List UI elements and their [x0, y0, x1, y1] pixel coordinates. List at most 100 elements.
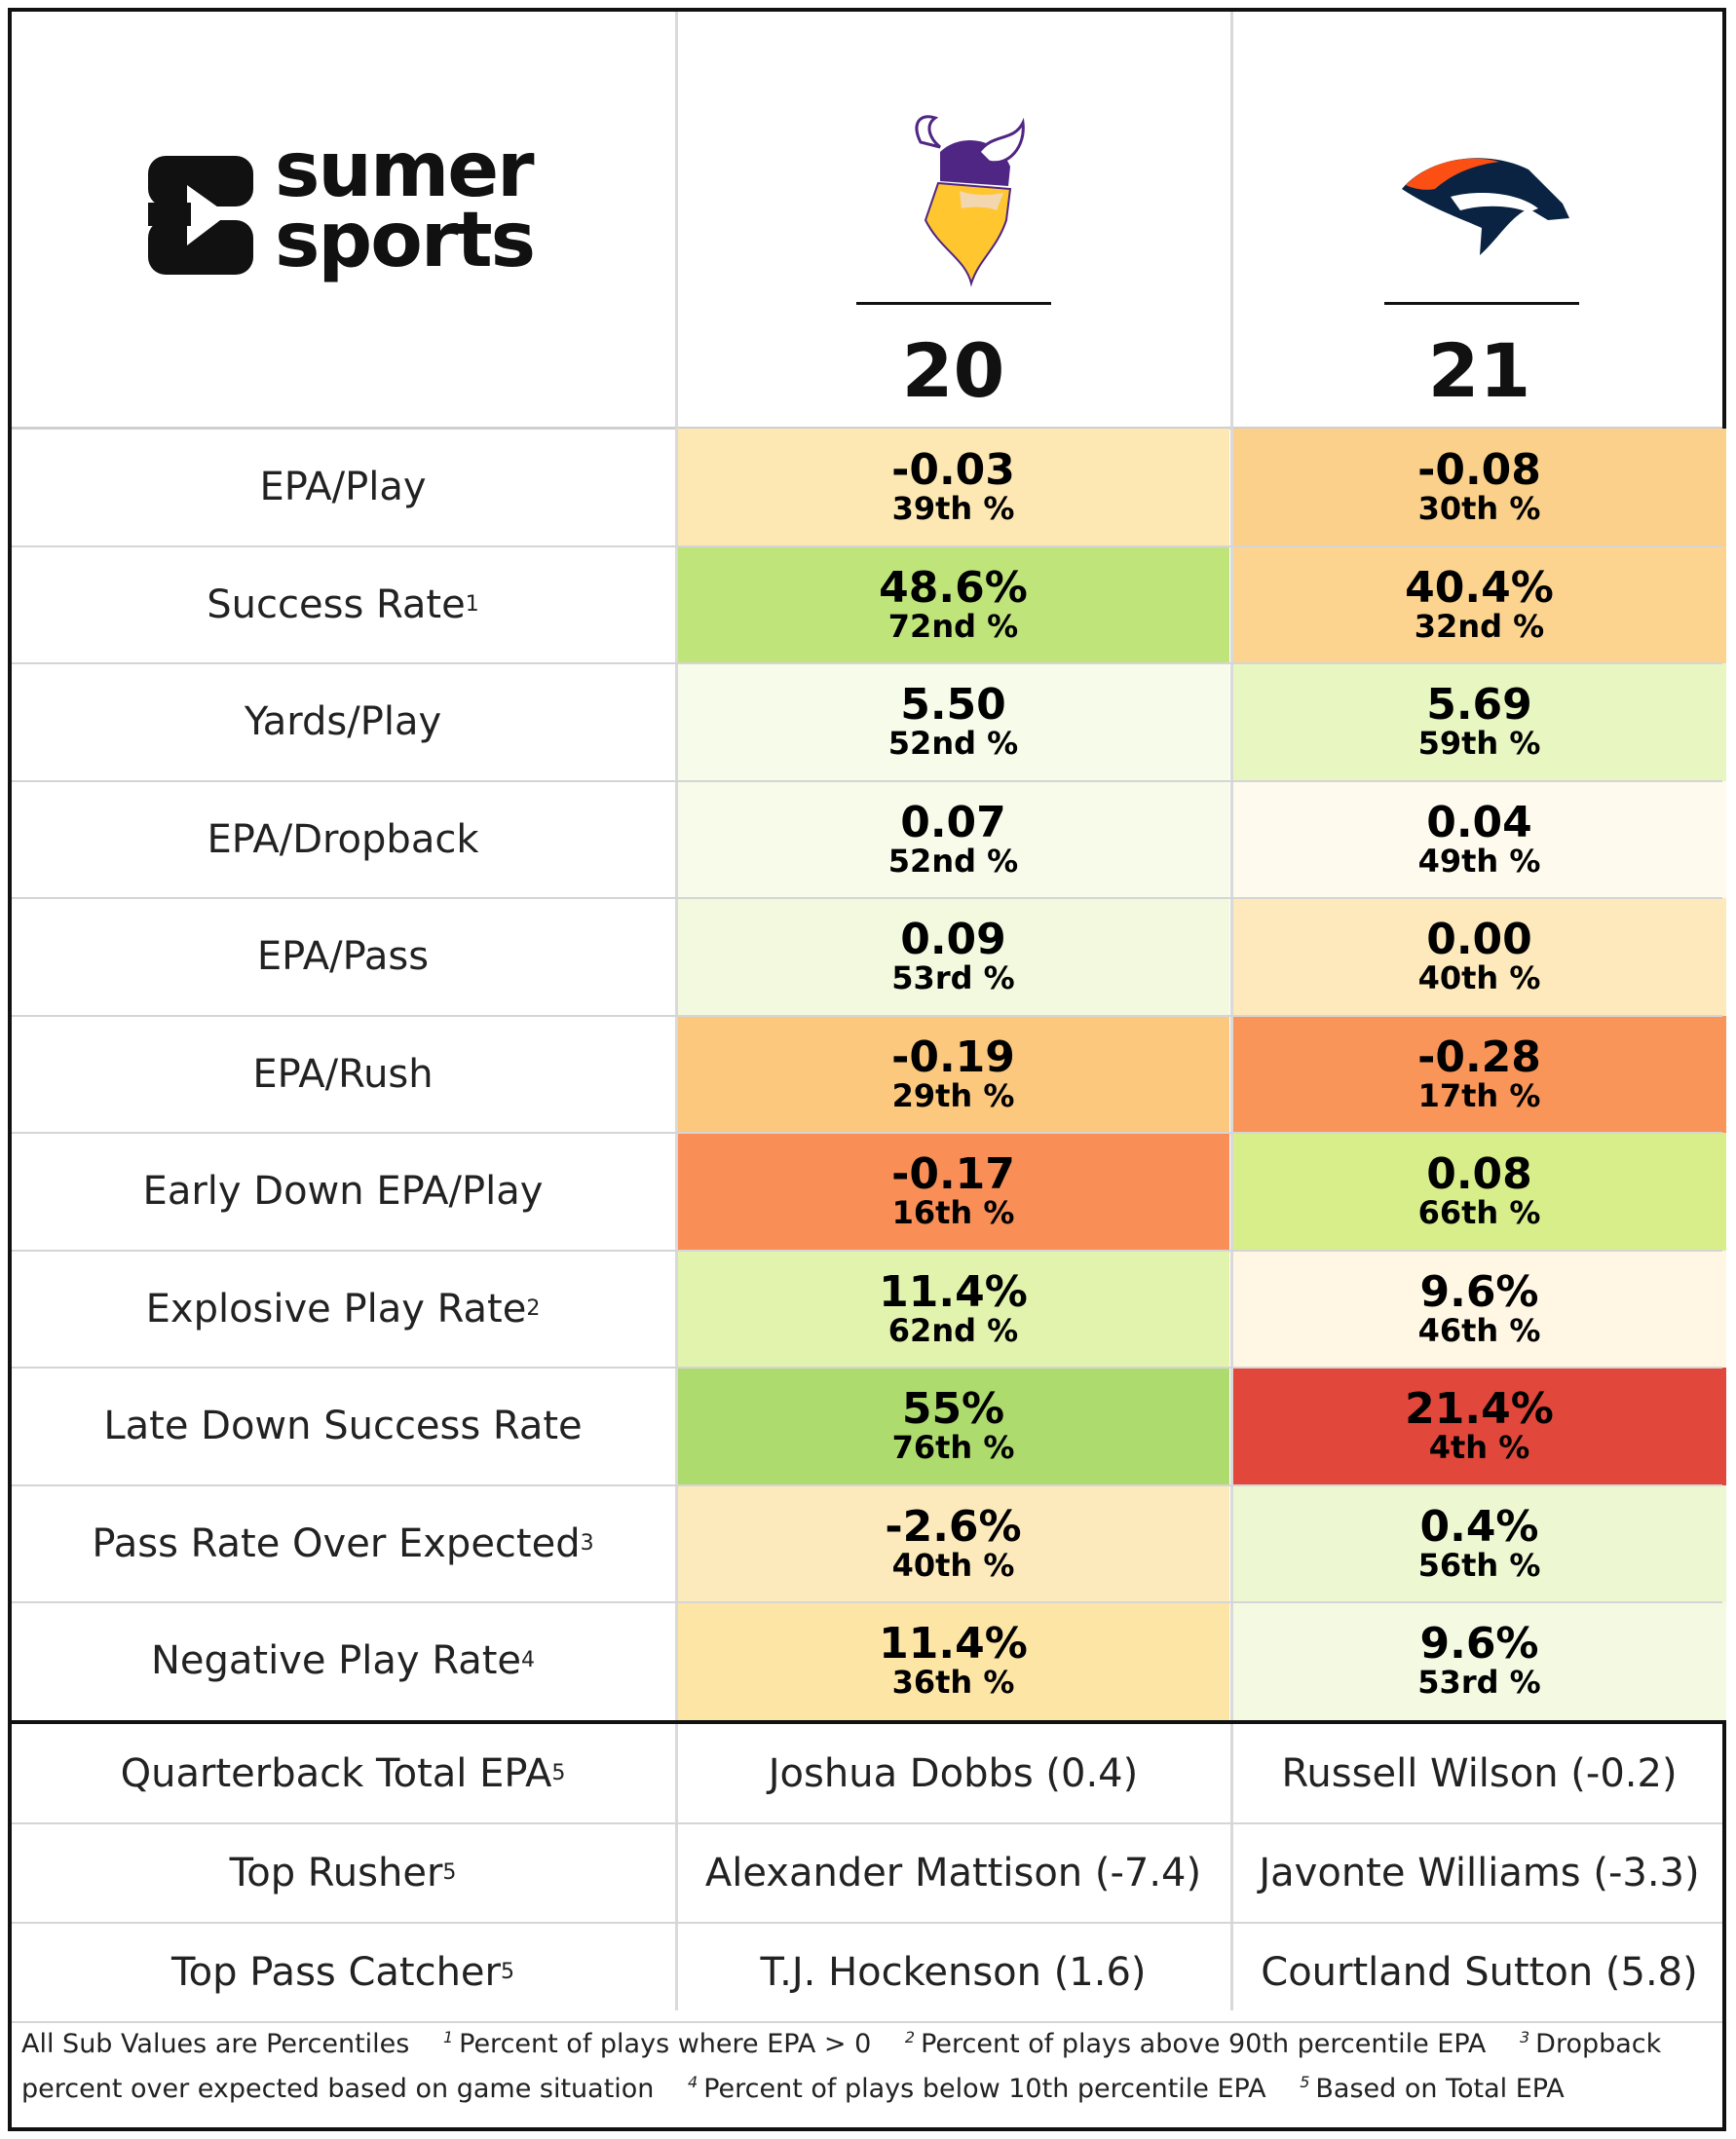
footnote-3: 3 Dropback percent over expected based on…: [21, 2028, 1662, 2104]
metric-row: EPA/Rush -0.19 29th % -0.28 17th %: [12, 1015, 1726, 1133]
metric-row: Late Down Success Rate 55% 76th % 21.4% 4th …: [12, 1368, 1726, 1485]
player-name: Joshua Dobbs (0.4): [768, 1750, 1139, 1796]
metric-percentile: 16th %: [891, 1194, 1015, 1232]
metric-percentile: 17th %: [1417, 1076, 1541, 1114]
metric-label: Pass Rate Over Expected 3: [92, 1520, 594, 1566]
metric-cell-vikings: 5.50 52nd %: [677, 663, 1229, 781]
metric-cell-broncos: 21.4% 4th %: [1232, 1368, 1726, 1485]
metric-cell-broncos: 5.69 59th %: [1232, 663, 1726, 781]
metric-percentile: 66th %: [1417, 1194, 1541, 1232]
metric-percentile: 49th %: [1417, 842, 1541, 880]
metric-percentile: 53rd %: [891, 959, 1015, 997]
metric-row: EPA/Play -0.03 39th % -0.08 30th %: [12, 429, 1726, 546]
row-divider: [12, 1601, 1722, 1603]
player-name: Courtland Sutton (5.8): [1261, 1949, 1698, 1995]
metric-label: Success Rate 1: [207, 582, 479, 627]
score-broncos: 21: [1427, 327, 1531, 414]
row-divider: [12, 1921, 1722, 1924]
metric-cell-broncos: 0.04 49th %: [1232, 780, 1726, 898]
metric-percentile: 36th %: [891, 1664, 1015, 1702]
footnote-2: 2 Percent of plays above 90th percentile …: [904, 2028, 1487, 2059]
team-column-broncos: 21: [1232, 12, 1726, 427]
column-divider: [675, 12, 678, 2010]
section-divider: [12, 1719, 1722, 1724]
metric-cell-vikings: 0.09 53rd %: [677, 898, 1229, 1016]
footnote-5: 5 Based on Total EPA: [1300, 2073, 1565, 2104]
metric-cell-broncos: 9.6% 53rd %: [1232, 1602, 1726, 1720]
player-broncos: Javonte Williams (-3.3): [1232, 1823, 1726, 1923]
score-underline: [856, 302, 1051, 305]
metric-value: 21.4%: [1405, 1384, 1554, 1435]
metric-cell-broncos: -0.08 30th %: [1232, 429, 1726, 546]
footnote-1: 1 Percent of plays where EPA > 0: [442, 2028, 872, 2059]
metric-cell-broncos: 9.6% 46th %: [1232, 1250, 1726, 1368]
header: sumer sports 20 21: [12, 12, 1722, 430]
metric-row: EPA/Dropback 0.07 52nd % 0.04 49th %: [12, 780, 1726, 898]
metric-label: Negative Play Rate 4: [150, 1638, 536, 1684]
metric-cell-broncos: 0.08 66th %: [1232, 1133, 1726, 1251]
row-divider: [12, 2020, 1722, 2023]
metric-label: EPA/Rush: [252, 1051, 434, 1097]
stats-card: sumer sports 20 21 EPA/Pl: [8, 8, 1726, 2131]
row-divider: [12, 1014, 1722, 1017]
metric-cell-broncos: 40.4% 32nd %: [1232, 545, 1726, 663]
metric-value: -0.17: [891, 1149, 1015, 1200]
player-name: T.J. Hockenson (1.6): [760, 1949, 1147, 1995]
metric-value: 5.69: [1426, 680, 1532, 731]
metric-value: 9.6%: [1419, 1266, 1539, 1317]
metric-value: -0.08: [1417, 445, 1541, 496]
column-divider: [1230, 12, 1233, 2010]
brand-name-line2: sports: [275, 197, 536, 284]
player-broncos: Courtland Sutton (5.8): [1232, 1923, 1726, 2022]
score-vikings: 20: [901, 327, 1005, 414]
metric-percentile: 4th %: [1428, 1429, 1530, 1467]
player-label: Quarterback Total EPA 5: [120, 1750, 566, 1796]
metric-percentile: 52nd %: [887, 725, 1019, 763]
footnote-4: 4 Percent of plays below 10th percentile …: [688, 2073, 1266, 2104]
player-vikings: T.J. Hockenson (1.6): [677, 1923, 1229, 2022]
metric-percentile: 62nd %: [887, 1311, 1019, 1349]
row-divider: [12, 1132, 1722, 1134]
metric-label: EPA/Pass: [256, 934, 430, 980]
metric-value: 48.6%: [879, 562, 1028, 613]
metric-row: Explosive Play Rate 2 11.4% 62nd % 9.6% 46th …: [12, 1250, 1726, 1368]
metric-cell-vikings: -0.19 29th %: [677, 1015, 1229, 1133]
player-name: Javonte Williams (-3.3): [1259, 1850, 1700, 1895]
player-vikings: Alexander Mattison (-7.4): [677, 1823, 1229, 1923]
metric-value: -0.19: [891, 1032, 1015, 1082]
metric-percentile: 59th %: [1417, 725, 1541, 763]
metric-value: 5.50: [900, 680, 1006, 731]
metric-row: Yards/Play 5.50 52nd % 5.69 59th %: [12, 663, 1726, 781]
footer-intro: All Sub Values are Percentiles: [21, 2029, 410, 2059]
footer-notes: All Sub Values are Percentiles 1 Percent …: [21, 2022, 1717, 2112]
metric-value: -2.6%: [885, 1501, 1022, 1552]
player-name: Russell Wilson (-0.2): [1281, 1750, 1678, 1796]
score-underline: [1384, 302, 1579, 305]
metric-value: 11.4%: [879, 1266, 1028, 1317]
metric-cell-vikings: 11.4% 62nd %: [677, 1250, 1229, 1368]
metric-percentile: 72nd %: [887, 607, 1019, 645]
player-name: Alexander Mattison (-7.4): [704, 1850, 1202, 1895]
metric-label: EPA/Dropback: [207, 816, 479, 862]
metric-percentile: 53rd %: [1417, 1664, 1541, 1702]
metric-cell-broncos: -0.28 17th %: [1232, 1015, 1726, 1133]
metric-percentile: 32nd %: [1414, 607, 1545, 645]
metric-label: Explosive Play Rate 2: [145, 1286, 541, 1332]
player-vikings: Joshua Dobbs (0.4): [677, 1724, 1229, 1823]
metric-value: 9.6%: [1419, 1619, 1539, 1670]
broncos-horse-logo-icon: [1402, 158, 1569, 255]
metric-cell-vikings: 48.6% 72nd %: [677, 545, 1229, 663]
brand-name-line1: sumer: [275, 127, 535, 214]
metric-label: Early Down EPA/Play: [142, 1169, 544, 1215]
metric-row: Early Down EPA/Play -0.17 16th % 0.08 66th %: [12, 1133, 1726, 1251]
team-column-vikings: 20: [677, 12, 1229, 427]
metric-percentile: 40th %: [891, 1546, 1015, 1584]
metric-cell-vikings: 55% 76th %: [677, 1368, 1229, 1485]
metric-value: -0.28: [1417, 1032, 1541, 1082]
metric-cell-broncos: 0.4% 56th %: [1232, 1484, 1726, 1602]
player-broncos: Russell Wilson (-0.2): [1232, 1724, 1726, 1823]
row-divider: [12, 897, 1722, 899]
metric-row: EPA/Pass 0.09 53rd % 0.00 40th %: [12, 898, 1726, 1016]
metric-percentile: 56th %: [1417, 1546, 1541, 1584]
metric-cell-vikings: -0.03 39th %: [677, 429, 1229, 546]
